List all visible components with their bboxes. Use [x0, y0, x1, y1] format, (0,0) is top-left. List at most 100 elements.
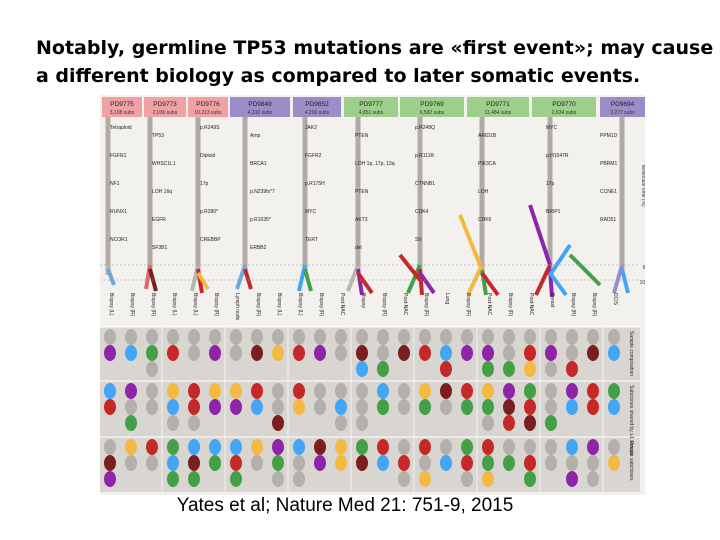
subclone-dot — [146, 399, 158, 415]
subclone-dot — [146, 383, 158, 399]
subclone-dot — [419, 345, 431, 361]
event-annotation: LOH 1p, 17p, 13q — [355, 161, 395, 167]
subclone-dot — [125, 439, 137, 455]
tree-branch — [534, 264, 552, 296]
subclone-dot — [314, 345, 326, 361]
subclone-dot — [398, 455, 410, 471]
subclone-dot — [167, 455, 179, 471]
event-annotation: JAK2 — [305, 125, 317, 131]
subclone-dot — [419, 471, 431, 487]
patient-id: PD9776 — [196, 101, 220, 108]
sample-label: Biopsy (R) — [381, 293, 387, 317]
subclone-dot — [461, 399, 473, 415]
subclone-dot — [335, 345, 347, 361]
event-annotation: MYC — [305, 209, 317, 215]
sample-label: Biopsy (R) — [318, 293, 324, 317]
subclone-dot — [293, 345, 305, 361]
subclone-dot — [272, 383, 284, 399]
slide-title: Notably, germline TP53 mutations are «fi… — [36, 34, 713, 90]
sample-label: Lymph node — [234, 293, 240, 321]
phylogenetic-trees — [105, 117, 630, 298]
subclone-dot — [440, 399, 452, 415]
subclone-dot — [167, 383, 179, 399]
event-annotation: LOH — [478, 189, 489, 195]
event-annotation: SV — [415, 237, 422, 243]
subclone-dot — [524, 399, 536, 415]
patient-subs: 6,582 subs — [420, 110, 445, 116]
subclone-dot — [545, 399, 557, 415]
subclone-dot — [125, 383, 137, 399]
subclone-dot — [587, 345, 599, 361]
subclone-dot — [482, 345, 494, 361]
subclone-dot — [587, 455, 599, 471]
subclone-dot — [335, 399, 347, 415]
event-annotation: ERBB2 — [250, 245, 267, 251]
sample-label: Biopsy (R) — [507, 293, 513, 317]
row-label-subclones: Subclones shared by ≥1 sample — [628, 385, 634, 456]
subclone-dot — [545, 361, 557, 377]
event-annotation: TERT — [305, 237, 318, 243]
subclone-dot — [167, 471, 179, 487]
subclone-dot — [566, 383, 578, 399]
subclone-dot — [545, 345, 557, 361]
patient-id: PD9773 — [153, 101, 177, 108]
subclone-dot — [356, 345, 368, 361]
subclone-dot — [608, 399, 620, 415]
subclone-dot — [440, 439, 452, 455]
subclone-dot — [419, 455, 431, 471]
subclone-dot — [419, 439, 431, 455]
subclone-dot — [398, 471, 410, 487]
patient-header-pd9775 — [102, 97, 142, 117]
subclone-dot — [188, 455, 200, 471]
subclone-dot — [545, 439, 557, 455]
subclone-dot — [377, 455, 389, 471]
axis-tick-100: 100 — [640, 280, 645, 286]
subclone-dot — [440, 345, 452, 361]
subclone-dot — [209, 345, 221, 361]
subclone-dot — [482, 361, 494, 377]
tree-branch — [235, 264, 247, 290]
tree-branch — [612, 264, 624, 294]
row-label-private: Private subclones — [628, 441, 634, 481]
event-annotation: AKT3 — [355, 217, 368, 223]
subclone-dot — [608, 439, 620, 455]
subclone-dot — [293, 329, 305, 345]
subclone-dot — [314, 455, 326, 471]
sample-label: Biopsy — [360, 293, 366, 309]
event-annotation: PTEN — [355, 133, 369, 139]
event-annotation: p.N239fs*7 — [250, 189, 275, 195]
subclone-dot — [566, 345, 578, 361]
event-annotation: p.R280* — [200, 209, 218, 215]
event-annotation: CTNNB1 — [415, 181, 435, 187]
subclone-dot — [335, 439, 347, 455]
tree-branch — [346, 264, 360, 292]
molecular-time-axis: 095100Molecular time (%) — [100, 165, 645, 286]
subclone-dot — [503, 415, 515, 431]
subclone-dot — [545, 455, 557, 471]
patient-id: PD9775 — [110, 101, 134, 108]
subclone-dot — [377, 399, 389, 415]
tree-branch — [568, 253, 602, 287]
subclone-dot — [608, 455, 620, 471]
subclone-dot — [524, 415, 536, 431]
subclone-dot — [293, 439, 305, 455]
sample-label: Biopsy (L) — [297, 293, 303, 316]
subclone-dot — [230, 471, 242, 487]
subclone-dot — [125, 345, 137, 361]
subclone-dot — [419, 383, 431, 399]
subclone-dot — [545, 383, 557, 399]
subclone-dot — [314, 399, 326, 415]
tree-branch — [528, 204, 552, 266]
patient-subs: 2,634 subs — [552, 110, 577, 116]
subclone-dot — [104, 383, 116, 399]
subclone-dot — [461, 383, 473, 399]
subclone-dot — [104, 329, 116, 345]
subclone-dot — [398, 399, 410, 415]
subclone-dot — [377, 329, 389, 345]
subclone-dot — [377, 383, 389, 399]
subclone-dot — [461, 329, 473, 345]
patient-subs: 4,200 subs — [305, 110, 330, 116]
subclone-dot — [104, 455, 116, 471]
subclone-dot — [209, 399, 221, 415]
subclone-dot — [293, 383, 305, 399]
